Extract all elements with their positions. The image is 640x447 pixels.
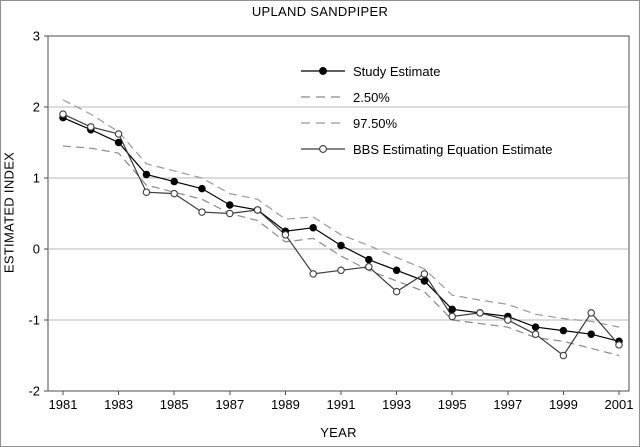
- legend-label: 2.50%: [353, 89, 390, 105]
- legend-sample-upper-ci: [301, 122, 345, 124]
- legend-label: BBS Estimating Equation Estimate: [353, 141, 553, 157]
- svg-text:1983: 1983: [104, 397, 133, 412]
- svg-text:1999: 1999: [549, 397, 578, 412]
- svg-text:1987: 1987: [215, 397, 244, 412]
- legend-label: Study Estimate: [353, 63, 441, 79]
- svg-text:1981: 1981: [49, 397, 78, 412]
- legend: Study Estimate 2.50% 97.50% BBS Estimati…: [300, 58, 552, 162]
- x-axis-label: YEAR: [320, 425, 357, 440]
- svg-text:1997: 1997: [493, 397, 522, 412]
- legend-entry-lower-ci: 2.50%: [300, 84, 552, 110]
- svg-text:1989: 1989: [271, 397, 300, 412]
- chart-title: UPLAND SANDPIPER: [251, 4, 389, 19]
- svg-text:0: 0: [33, 242, 40, 257]
- svg-text:1995: 1995: [438, 397, 467, 412]
- legend-sample-lower-ci: [301, 96, 345, 98]
- svg-text:3: 3: [33, 29, 40, 44]
- svg-text:-2: -2: [28, 384, 40, 399]
- legend-sample-bbs-estimate: [301, 145, 345, 153]
- legend-entry-upper-ci: 97.50%: [300, 110, 552, 136]
- svg-text:2001: 2001: [605, 397, 634, 412]
- legend-label: 97.50%: [353, 115, 398, 131]
- svg-text:-1: -1: [28, 313, 40, 328]
- svg-text:1991: 1991: [327, 397, 356, 412]
- legend-entry-study-estimate: Study Estimate: [300, 58, 552, 84]
- legend-sample-study-estimate: [301, 67, 345, 75]
- svg-text:1: 1: [33, 171, 40, 186]
- svg-text:2: 2: [33, 100, 40, 115]
- svg-text:1993: 1993: [382, 397, 411, 412]
- legend-entry-bbs-estimate: BBS Estimating Equation Estimate: [300, 136, 552, 162]
- svg-text:1985: 1985: [160, 397, 189, 412]
